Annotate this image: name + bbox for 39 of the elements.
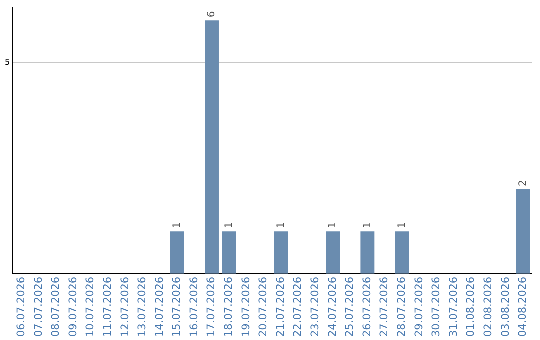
x-tick-label: 08.07.2026 — [50, 276, 62, 338]
x-tick-label: 16.07.2026 — [188, 276, 200, 338]
x-tick-label: 09.07.2026 — [67, 276, 80, 338]
x-tick-label: 11.07.2026 — [102, 276, 114, 338]
x-tick-label: 26.07.2026 — [361, 276, 374, 338]
data-label: 6 — [206, 11, 218, 18]
x-tick-label: 23.07.2026 — [310, 276, 322, 338]
x-tick-label: 25.07.2026 — [344, 276, 356, 338]
x-tick-label: 22.07.2026 — [292, 276, 304, 338]
x-tick-label: 01.08.2026 — [465, 276, 478, 338]
x-tick-label: 03.08.2026 — [500, 276, 512, 338]
x-tick-label: 04.08.2026 — [517, 276, 530, 338]
x-tick-label: 10.07.2026 — [84, 276, 97, 338]
x-tick-label: 20.07.2026 — [258, 276, 270, 338]
x-tick-label: 27.07.2026 — [378, 276, 391, 338]
x-tick-label: 02.08.2026 — [482, 276, 494, 338]
x-tick-label: 06.07.2026 — [15, 276, 28, 338]
x-tick-label: 07.07.2026 — [32, 276, 45, 338]
x-tick-label: 19.07.2026 — [240, 276, 252, 338]
x-tick-label: 14.07.2026 — [154, 276, 166, 338]
x-tick-label: 15.07.2026 — [171, 276, 184, 338]
data-label: 1 — [328, 222, 339, 229]
x-tick-label: 29.07.2026 — [413, 276, 426, 338]
y-tick-label: 5 — [4, 58, 10, 67]
x-tick-label: 17.07.2026 — [206, 276, 218, 338]
data-label: 1 — [172, 222, 184, 229]
data-label: 1 — [224, 222, 235, 229]
data-label: 1 — [396, 222, 408, 229]
data-label: 2 — [518, 180, 529, 186]
x-tick-label: 12.07.2026 — [119, 276, 132, 338]
x-tick-label: 31.07.2026 — [448, 276, 460, 338]
x-tick-label: 28.07.2026 — [396, 276, 408, 338]
x-tick-label: 30.07.2026 — [430, 276, 443, 338]
x-tick-label: 13.07.2026 — [136, 276, 149, 338]
x-tick-label: 18.07.2026 — [223, 276, 236, 338]
data-label: 1 — [276, 222, 287, 229]
data-label: 1 — [362, 222, 374, 229]
x-tick-label: 21.07.2026 — [274, 276, 287, 338]
x-tick-label: 24.07.2026 — [326, 276, 339, 338]
